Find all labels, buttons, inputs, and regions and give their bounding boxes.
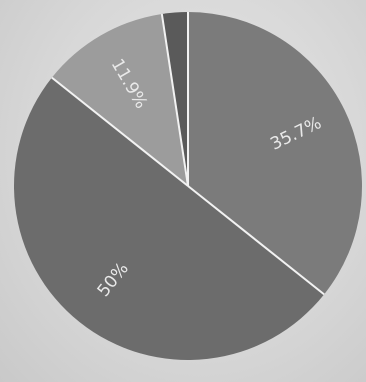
pie-slice-1 — [13, 77, 325, 361]
slice-separator-1 — [187, 185, 325, 296]
slice-separator-3 — [160, 13, 189, 187]
slice-separators — [51, 12, 325, 296]
pie-slice-2 — [51, 13, 188, 187]
slice-separator-2 — [51, 76, 189, 187]
pie-slice-0 — [188, 12, 362, 295]
